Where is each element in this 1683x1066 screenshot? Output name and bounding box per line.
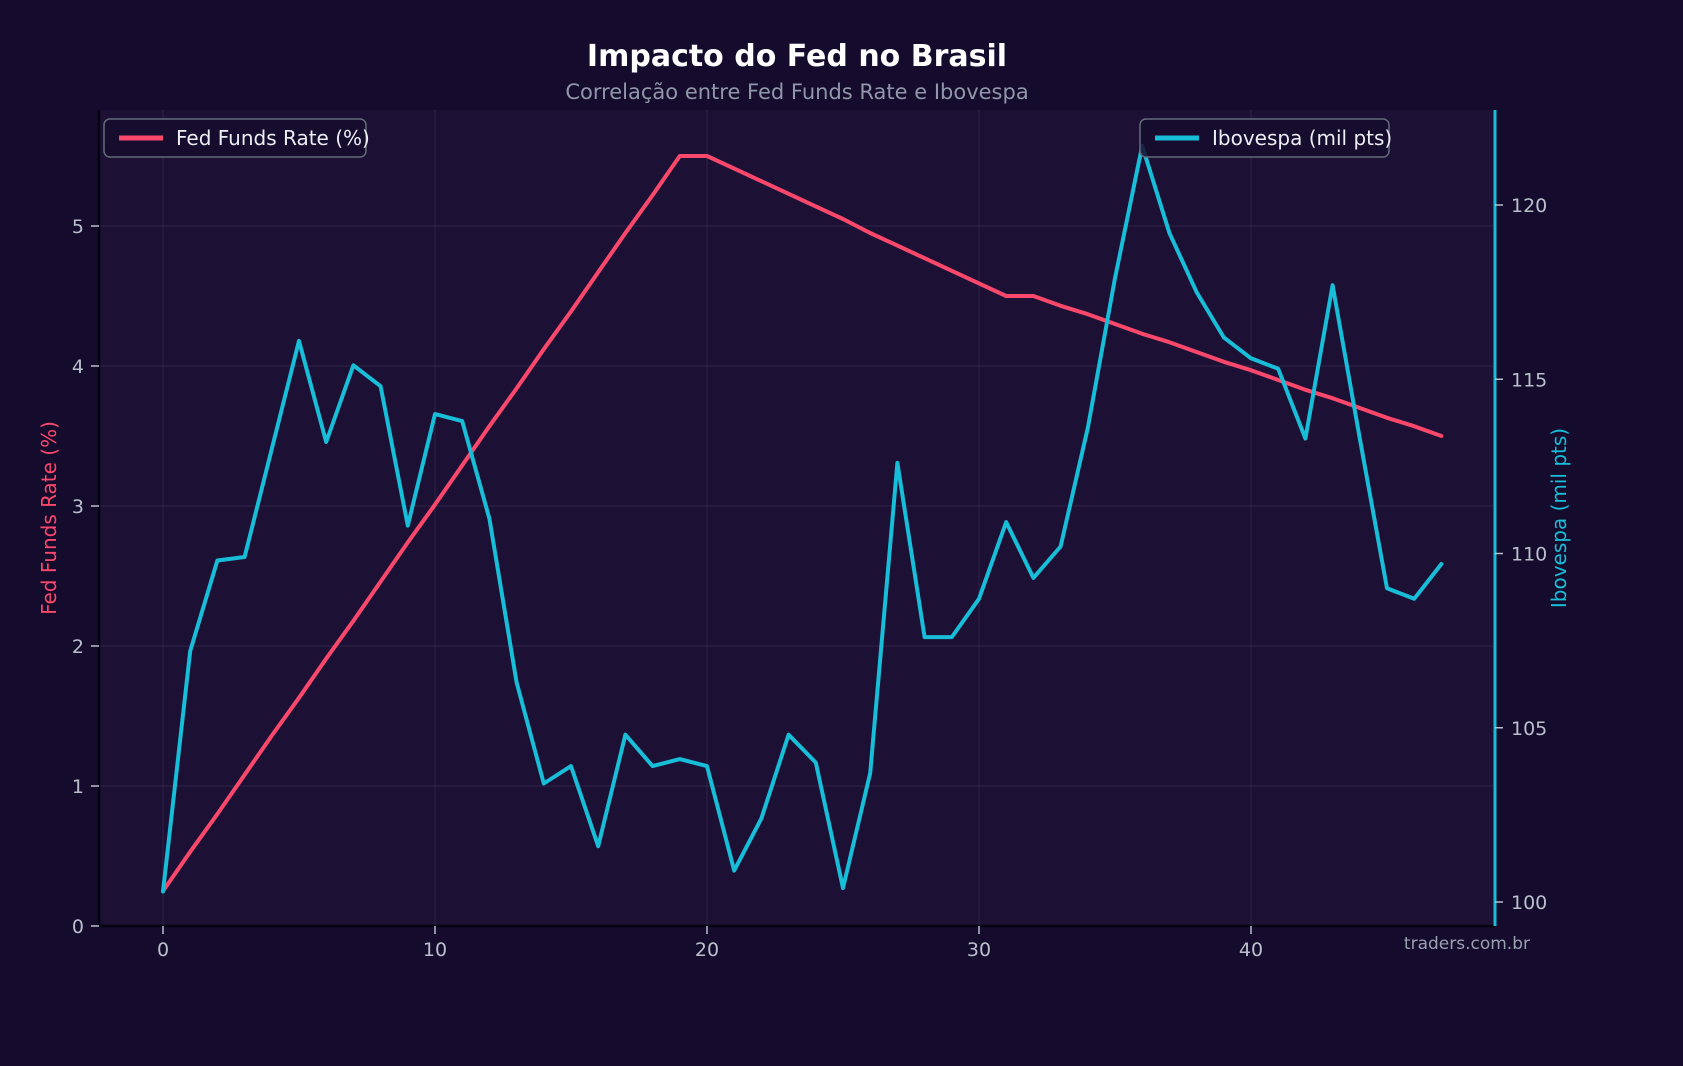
x-tick-label: 40	[1239, 939, 1263, 961]
right-tick-label: 100	[1511, 892, 1547, 914]
legend-ibovespa-label: Ibovespa (mil pts)	[1212, 126, 1392, 150]
watermark: traders.com.br	[1404, 934, 1530, 954]
series-line-ibovespa	[161, 143, 1444, 894]
legend-fed-box	[103, 118, 367, 158]
left-axis-label: Fed Funds Rate (%)	[37, 421, 61, 615]
legend-fed: Fed Funds Rate (%)	[103, 118, 370, 158]
left-tick-label: 4	[72, 356, 84, 378]
left-tick-label: 0	[72, 916, 84, 938]
right-tick-label: 110	[1511, 544, 1547, 566]
right-tick-label: 105	[1511, 718, 1547, 740]
plot-area	[99, 110, 1495, 926]
x-tick-label: 30	[967, 939, 991, 961]
tick-marks	[91, 204, 1503, 934]
left-tick-label: 5	[72, 216, 84, 238]
left-tick-label: 2	[72, 636, 84, 658]
x-tick-label: 0	[157, 939, 169, 961]
left-tick-label: 1	[72, 776, 84, 798]
right-axis-label: Ibovespa (mil pts)	[1547, 428, 1571, 608]
chart-subtitle: Correlação entre Fed Funds Rate e Iboves…	[565, 80, 1028, 104]
series-lines	[161, 143, 1444, 894]
right-tick-label: 120	[1511, 195, 1547, 217]
tick-labels: 0 1 2 3 4 5 100 105 110 115 120 0 10 20 30 40	[72, 195, 1547, 961]
legend-ibovespa-box	[1139, 118, 1390, 158]
x-tick-label: 10	[423, 939, 447, 961]
legend-ibovespa: Ibovespa (mil pts)	[1139, 118, 1392, 158]
gridlines	[99, 110, 1495, 927]
right-tick-label: 115	[1511, 369, 1547, 391]
series-line-fed	[161, 154, 1444, 893]
x-tick-label: 20	[695, 939, 719, 961]
left-tick-label: 3	[72, 496, 84, 518]
chart-title: Impacto do Fed no Brasil	[587, 39, 1007, 74]
legend-fed-label: Fed Funds Rate (%)	[176, 126, 370, 150]
